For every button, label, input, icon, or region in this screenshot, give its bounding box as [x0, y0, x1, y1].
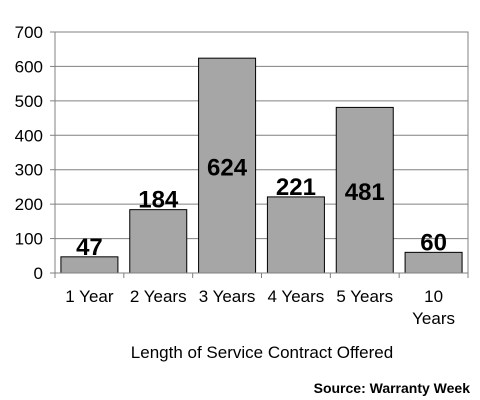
y-tick-label: 0 [34, 264, 43, 283]
y-tick-label: 400 [15, 126, 43, 145]
gridlines [55, 31, 468, 240]
x-tick-label: 10 Years [412, 287, 455, 328]
source-note: Source: Warranty Week [314, 380, 471, 396]
bar [129, 209, 188, 274]
data-label: 60 [420, 229, 447, 256]
data-label: 184 [138, 187, 179, 214]
bar [335, 106, 394, 274]
y-tick-label: 700 [15, 23, 43, 42]
y-tick-label: 300 [15, 161, 43, 180]
data-label: 624 [207, 155, 248, 182]
x-tick-label: 4 Years [268, 287, 325, 306]
bar [266, 196, 325, 274]
bar [198, 57, 257, 274]
x-tick-label: 1 Year [65, 287, 114, 306]
data-label: 221 [276, 174, 316, 201]
y-tick-label: 500 [15, 92, 43, 111]
y-axis-ticks: 0 100 200 300 400 500 600 700 [15, 23, 55, 283]
x-tick-label: 5 Years [336, 287, 393, 306]
x-axis-title: Length of Service Contract Offered [131, 343, 393, 362]
x-tick-label: 2 Years [130, 287, 187, 306]
plot-area-frame [54, 31, 469, 274]
bars [60, 57, 463, 274]
data-label: 47 [76, 234, 103, 261]
y-tick-label: 100 [15, 230, 43, 249]
y-tick-label: 200 [15, 195, 43, 214]
y-tick-label: 600 [15, 57, 43, 76]
data-labels: 47 184 624 221 481 60 [76, 155, 447, 261]
x-tick-label: 3 Years [199, 287, 256, 306]
x-axis-ticks: 1 Year 2 Years 3 Years 4 Years 5 Years 10 Year… [54, 273, 469, 328]
data-label: 481 [345, 179, 385, 206]
